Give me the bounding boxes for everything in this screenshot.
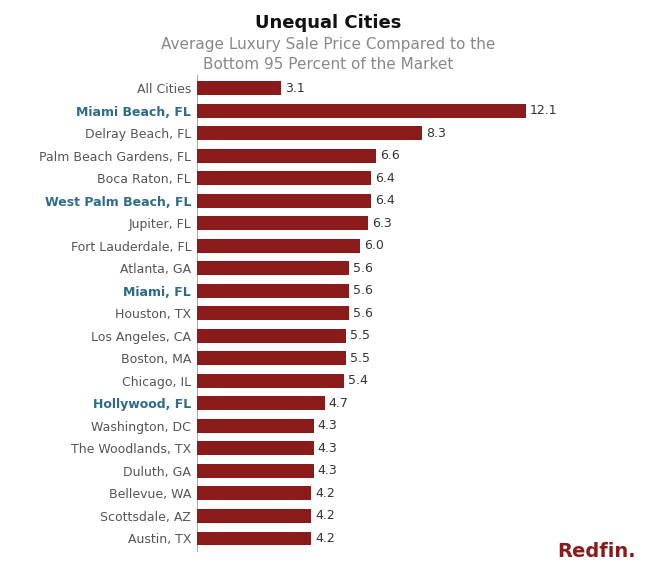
Text: Unequal Cities: Unequal Cities	[255, 14, 401, 32]
Text: 12.1: 12.1	[530, 104, 558, 117]
Bar	[197, 509, 311, 523]
Text: 4.7: 4.7	[329, 397, 348, 410]
Text: 6.4: 6.4	[375, 194, 394, 208]
Text: 4.2: 4.2	[315, 487, 335, 500]
Text: 5.6: 5.6	[353, 262, 373, 275]
Bar	[197, 126, 422, 140]
Text: 5.5: 5.5	[350, 352, 371, 365]
Text: 6.3: 6.3	[372, 217, 392, 230]
Bar	[197, 104, 525, 118]
Text: Average Luxury Sale Price Compared to the
Bottom 95 Percent of the Market: Average Luxury Sale Price Compared to th…	[161, 37, 495, 72]
Text: Redfin.: Redfin.	[558, 542, 636, 561]
Bar	[197, 396, 325, 411]
Text: 4.2: 4.2	[315, 532, 335, 545]
Bar	[197, 149, 376, 163]
Bar	[197, 239, 360, 253]
Bar	[197, 374, 344, 388]
Text: 6.0: 6.0	[364, 239, 384, 252]
Text: 5.5: 5.5	[350, 329, 371, 342]
Text: 5.6: 5.6	[353, 307, 373, 320]
Bar	[197, 194, 371, 208]
Bar	[197, 306, 349, 320]
Text: 4.3: 4.3	[318, 442, 337, 455]
Bar	[197, 464, 314, 478]
Text: 5.4: 5.4	[348, 374, 367, 388]
Bar	[197, 329, 346, 343]
Bar	[197, 171, 371, 185]
Bar	[197, 262, 349, 275]
Bar	[197, 442, 314, 455]
Text: 6.6: 6.6	[380, 150, 400, 162]
Text: 4.3: 4.3	[318, 419, 337, 432]
Bar	[197, 531, 311, 546]
Text: 3.1: 3.1	[285, 82, 305, 95]
Bar	[197, 351, 346, 365]
Bar	[197, 284, 349, 298]
Text: 4.2: 4.2	[315, 509, 335, 523]
Bar	[197, 486, 311, 500]
Text: 6.4: 6.4	[375, 172, 394, 185]
Text: 8.3: 8.3	[426, 126, 446, 140]
Bar	[197, 81, 281, 95]
Bar	[197, 216, 368, 231]
Text: 4.3: 4.3	[318, 465, 337, 477]
Bar	[197, 419, 314, 433]
Text: 5.6: 5.6	[353, 285, 373, 297]
